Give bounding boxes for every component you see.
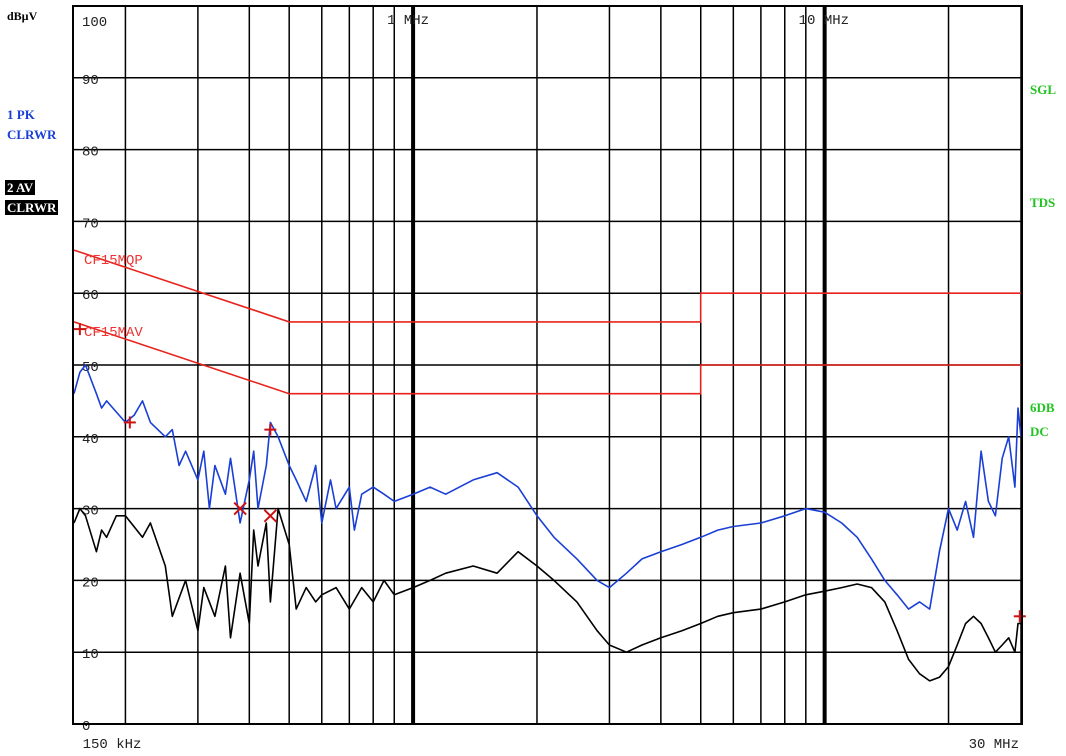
y-tick-label: 60: [82, 288, 99, 304]
x-tick-label: 30 MHz: [969, 737, 1019, 753]
y-tick-label: 30: [82, 504, 99, 520]
limit-lines: CF15MQP CF15MAV: [73, 249, 1021, 395]
x-tick-label: 150 kHz: [83, 737, 142, 753]
marker-stroke: [233, 501, 247, 516]
marker: [233, 501, 247, 516]
marker-stroke: [263, 509, 278, 523]
unit-label: dBµV: [7, 9, 38, 23]
trace1-detector-label: 1 PK: [7, 107, 35, 122]
limit-line: [73, 321, 1021, 395]
y-tick-label: 20: [82, 575, 99, 591]
trace2-mode-label: CLRWR: [5, 200, 59, 215]
y-tick-label: 10: [82, 647, 99, 663]
marker: [263, 509, 278, 523]
y-tick-labels: 0 10 20 30 40 50 60 70 80 90 100: [82, 15, 107, 735]
tds-indicator: TDS: [1030, 195, 1056, 210]
y-tick-label: 40: [82, 432, 99, 448]
marker: [123, 416, 136, 429]
marker: [73, 323, 86, 336]
plot-frame: [72, 5, 1023, 725]
sgl-indicator: SGL: [1030, 82, 1057, 97]
x-tick-label: 1 MHz: [387, 13, 429, 29]
markers: [73, 323, 1026, 623]
trace-line: [73, 507, 1021, 682]
limit-line-label: CF15MQP: [84, 253, 143, 269]
x-tick-label: 10 MHz: [799, 13, 849, 29]
x-tick-labels: 150 kHz 30 MHz 1 MHz 10 MHz: [83, 13, 1019, 753]
marker: [264, 423, 277, 436]
traces: [73, 364, 1022, 682]
y-tick-label: 0: [82, 719, 90, 735]
marker: [1013, 610, 1026, 623]
trace1-mode-label: CLRWR: [7, 127, 57, 142]
limit-line-label: CF15MAV: [84, 325, 143, 341]
y-tick-label: 100: [82, 15, 107, 31]
y-tick-label: 50: [82, 360, 99, 376]
y-tick-label: 90: [82, 73, 99, 89]
limit-line: [73, 249, 1021, 323]
y-tick-label: 70: [82, 216, 99, 232]
6db-indicator: 6DB: [1030, 400, 1055, 415]
trace-line: [73, 364, 1022, 610]
trace2-detector-label: 2 AV: [5, 180, 36, 195]
y-tick-label: 80: [82, 145, 99, 161]
dc-indicator: DC: [1030, 424, 1049, 439]
